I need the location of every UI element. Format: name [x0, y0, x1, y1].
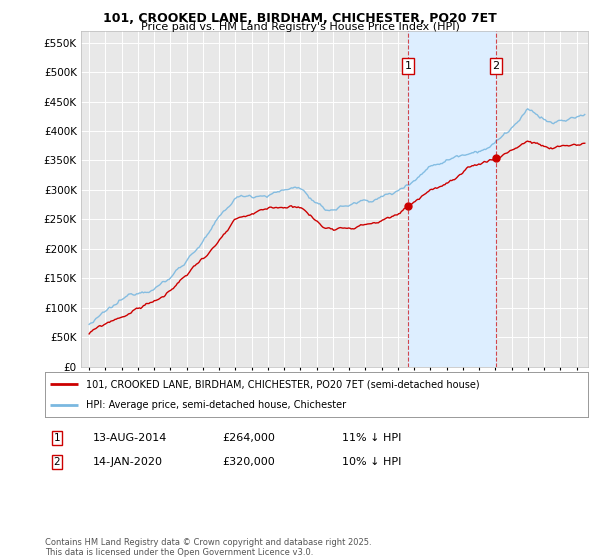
- Text: 11% ↓ HPI: 11% ↓ HPI: [342, 433, 401, 443]
- Text: HPI: Average price, semi-detached house, Chichester: HPI: Average price, semi-detached house,…: [86, 400, 346, 410]
- Text: £320,000: £320,000: [222, 457, 275, 467]
- Text: Price paid vs. HM Land Registry's House Price Index (HPI): Price paid vs. HM Land Registry's House …: [140, 22, 460, 32]
- Text: 13-AUG-2014: 13-AUG-2014: [93, 433, 167, 443]
- Text: 14-JAN-2020: 14-JAN-2020: [93, 457, 163, 467]
- Text: Contains HM Land Registry data © Crown copyright and database right 2025.
This d: Contains HM Land Registry data © Crown c…: [45, 538, 371, 557]
- Text: 10% ↓ HPI: 10% ↓ HPI: [342, 457, 401, 467]
- Text: 1: 1: [404, 61, 412, 71]
- Text: 101, CROOKED LANE, BIRDHAM, CHICHESTER, PO20 7ET: 101, CROOKED LANE, BIRDHAM, CHICHESTER, …: [103, 12, 497, 25]
- Bar: [408, 31, 496, 367]
- Text: 2: 2: [53, 457, 61, 467]
- Text: 2: 2: [493, 61, 500, 71]
- Text: 1: 1: [53, 433, 61, 443]
- Text: £264,000: £264,000: [222, 433, 275, 443]
- Text: 101, CROOKED LANE, BIRDHAM, CHICHESTER, PO20 7ET (semi-detached house): 101, CROOKED LANE, BIRDHAM, CHICHESTER, …: [86, 380, 479, 390]
